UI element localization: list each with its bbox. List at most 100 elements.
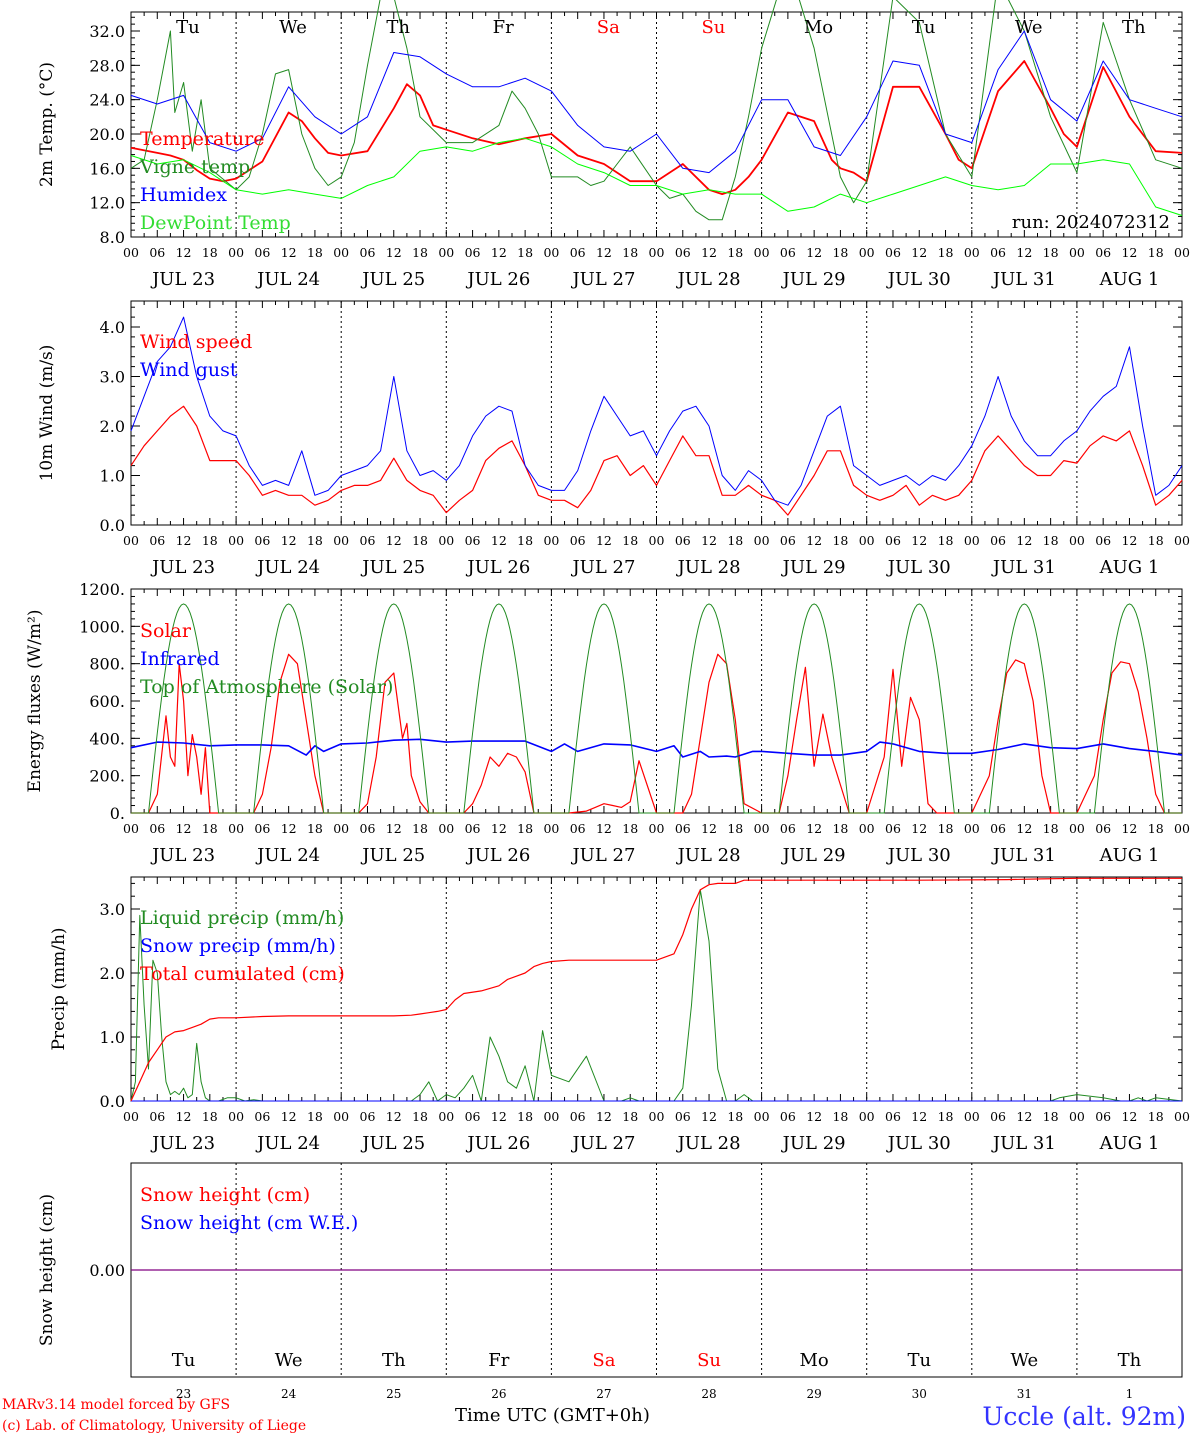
date-label: JUL 25 <box>360 557 425 578</box>
date-label: JUL 31 <box>991 269 1056 290</box>
legend-entry: Wind gust <box>140 359 238 381</box>
weekday-label: Mo <box>800 1350 829 1371</box>
hour-tick-label: 18 <box>1043 1109 1059 1124</box>
day-number: 30 <box>912 1387 927 1400</box>
y-tick-label: 800. <box>89 655 125 674</box>
hour-tick-label: 18 <box>938 245 954 260</box>
model-credit-line2: (c) Lab. of Climatology, University of L… <box>2 1418 307 1434</box>
y-tick-label: 32.0 <box>89 22 125 41</box>
hour-tick-label: 18 <box>1148 245 1164 260</box>
series-line <box>130 60 1183 195</box>
hour-tick-label: 06 <box>990 533 1006 548</box>
day-number: 1 <box>1126 1387 1134 1400</box>
hour-tick-label: 00 <box>123 821 139 836</box>
hour-tick-label: 00 <box>438 1109 454 1124</box>
hour-tick-label: 12 <box>596 533 612 548</box>
hour-tick-label: 12 <box>806 821 822 836</box>
day-number: 24 <box>281 1387 297 1400</box>
date-label: AUG 1 <box>1099 845 1160 866</box>
hour-tick-label: 00 <box>754 533 770 548</box>
hour-tick-label: 06 <box>780 245 796 260</box>
y-tick-label: 28.0 <box>89 56 125 75</box>
weekday-label: Th <box>386 17 410 38</box>
x-axis-label: Time UTC (GMT+0h) <box>455 1405 650 1426</box>
hour-tick-label: 00 <box>438 821 454 836</box>
y-tick-label: 400. <box>89 729 125 748</box>
hour-tick-label: 18 <box>307 533 323 548</box>
hour-tick-label: 06 <box>254 245 270 260</box>
legend-entry: Snow precip (mm/h) <box>140 935 336 957</box>
hour-tick-label: 18 <box>622 533 638 548</box>
hour-tick-label: 06 <box>149 245 165 260</box>
hour-tick-label: 00 <box>228 821 244 836</box>
hour-tick-label: 18 <box>307 1109 323 1124</box>
y-tick-label: 8.0 <box>100 228 125 247</box>
y-tick-label: 3.0 <box>100 368 125 387</box>
hour-tick-label: 12 <box>386 533 402 548</box>
legend-entry: Infrared <box>140 648 220 670</box>
legend-entry: Snow height (cm) <box>140 1184 310 1206</box>
hour-tick-label: 00 <box>438 245 454 260</box>
hour-tick-label: 12 <box>281 533 297 548</box>
hour-tick-label: 06 <box>465 533 481 548</box>
y-tick-label: 1.0 <box>100 467 125 486</box>
series-line <box>130 316 1183 506</box>
hour-tick-label: 18 <box>832 821 848 836</box>
date-label: AUG 1 <box>1099 1133 1160 1154</box>
hour-tick-label: 12 <box>1121 533 1137 548</box>
hour-tick-label: 18 <box>202 245 218 260</box>
hour-tick-label: 12 <box>491 821 507 836</box>
hour-tick-label: 18 <box>1043 533 1059 548</box>
y-tick-label: 2.0 <box>100 417 125 436</box>
hour-tick-label: 00 <box>859 821 875 836</box>
hour-tick-label: 12 <box>911 1109 927 1124</box>
legend-entry: Liquid precip (mm/h) <box>140 907 344 929</box>
hour-tick-label: 06 <box>780 821 796 836</box>
hour-tick-label: 18 <box>1148 821 1164 836</box>
hour-tick-label: 00 <box>123 245 139 260</box>
date-label: JUL 26 <box>465 269 530 290</box>
hour-tick-label: 18 <box>832 1109 848 1124</box>
hour-tick-label: 06 <box>465 245 481 260</box>
hour-tick-label: 18 <box>1043 245 1059 260</box>
date-label: JUL 30 <box>886 557 951 578</box>
hour-tick-label: 00 <box>1069 533 1085 548</box>
hour-tick-label: 06 <box>570 245 586 260</box>
hour-tick-label: 06 <box>570 1109 586 1124</box>
hour-tick-label: 18 <box>202 1109 218 1124</box>
weekday-label: Su <box>697 1350 721 1371</box>
date-label: JUL 28 <box>676 1133 741 1154</box>
hour-tick-label: 00 <box>543 533 559 548</box>
hour-tick-label: 00 <box>333 1109 349 1124</box>
hour-tick-label: 06 <box>675 245 691 260</box>
y-tick-label: 20.0 <box>89 125 125 144</box>
y-axis-label: Snow height (cm) <box>37 1194 57 1346</box>
hour-tick-label: 12 <box>1016 245 1032 260</box>
legend-entry: Temperature <box>140 128 264 150</box>
hour-tick-label: 00 <box>543 245 559 260</box>
y-tick-label: 2.0 <box>100 964 125 983</box>
hour-tick-label: 18 <box>727 533 743 548</box>
hour-tick-label: 12 <box>176 245 192 260</box>
hour-tick-label: 00 <box>649 533 665 548</box>
date-label: JUL 29 <box>781 1133 846 1154</box>
hour-tick-label: 06 <box>570 533 586 548</box>
hour-tick-label: 00 <box>228 245 244 260</box>
y-tick-label: 0. <box>110 804 125 823</box>
date-label: JUL 30 <box>886 269 951 290</box>
series-line <box>130 738 1183 758</box>
hour-tick-label: 18 <box>622 245 638 260</box>
hour-tick-label: 12 <box>491 1109 507 1124</box>
hour-tick-label: 00 <box>123 1109 139 1124</box>
hour-tick-label: 00 <box>649 1109 665 1124</box>
hour-tick-label: 12 <box>281 821 297 836</box>
hour-tick-label: 00 <box>1174 821 1190 836</box>
date-label: JUL 24 <box>255 1133 320 1154</box>
hour-tick-label: 00 <box>964 245 980 260</box>
legend-entry: Snow height (cm W.E.) <box>140 1212 358 1234</box>
date-label: JUL 30 <box>886 1133 951 1154</box>
date-label: JUL 30 <box>886 845 951 866</box>
legend-entry: Total cumulated (cm) <box>140 963 345 985</box>
hour-tick-label: 18 <box>1148 1109 1164 1124</box>
date-label: JUL 24 <box>255 557 320 578</box>
